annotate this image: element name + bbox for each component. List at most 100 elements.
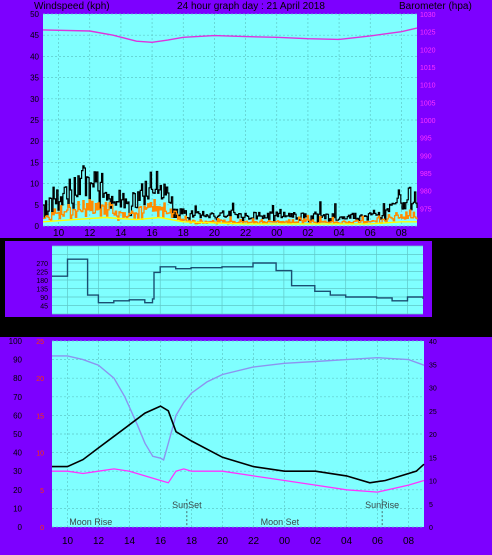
time-tick-label: 18 <box>178 228 190 239</box>
humidity-tick-label: 40 <box>13 449 22 458</box>
event-label: SunSet <box>172 500 202 510</box>
humidity-tick-label: 10 <box>13 504 22 513</box>
barometer-tick-label: 1010 <box>420 83 436 90</box>
wind-grid <box>43 13 417 227</box>
humidity-tick-label: 50 <box>13 430 22 439</box>
windspeed-tick-label: 0 <box>35 222 40 231</box>
windspeed-tick-label: 30 <box>30 95 39 104</box>
barometer-tick-label: 1000 <box>420 118 436 125</box>
time-tick-label: 22 <box>240 228 252 239</box>
compass-letter: N <box>436 303 444 315</box>
temperature-tick-label: 5 <box>429 502 433 509</box>
direction-tick-label: 45 <box>40 304 48 311</box>
windspeed-tick-label: 50 <box>30 10 39 19</box>
gust-series <box>43 165 418 223</box>
temperature-tick-label: 30 <box>429 386 437 393</box>
temperature-series <box>52 355 425 493</box>
temperature-tick-label: 25 <box>429 409 437 416</box>
windspeed-axis: 0 5 10 15 20 25 30 35 40 45 50 <box>30 10 39 231</box>
time-tick-label: 18 <box>186 536 198 547</box>
barometer-tick-label: 1020 <box>420 47 436 54</box>
page-title: 24 hour graph day : 21 April 2018 <box>177 1 325 12</box>
temperature-tick-label: 20 <box>429 432 437 439</box>
event-label: Moon Rise <box>69 517 112 527</box>
direction-tick-label: 135 <box>36 287 48 294</box>
windspeed-tick-label: 15 <box>30 158 39 167</box>
time-tick-label: 14 <box>115 228 127 239</box>
temperature-tick-label: 35 <box>429 362 437 369</box>
humidity-tick-label: 60 <box>13 411 22 420</box>
temperature-tick-label: 40 <box>429 339 437 346</box>
direction-tick-label: 270 <box>36 261 48 268</box>
rainfall-tick-label: 15 <box>36 413 44 420</box>
rainfall-axis: 0 5 10 15 20 25 <box>36 339 44 532</box>
average-wind-series <box>42 216 417 225</box>
compass-letter: E <box>436 287 443 299</box>
barometer-tick-label: 990 <box>420 153 432 160</box>
temperature-series <box>52 405 425 484</box>
left-axis-title: Windspeed (kph) <box>34 1 110 12</box>
rainfall-tick-label: 10 <box>36 451 44 458</box>
temperature-grid <box>52 340 424 528</box>
time-tick-label: 10 <box>62 536 74 547</box>
event-label: SunRise <box>365 500 399 510</box>
compass-letter: N <box>436 239 444 251</box>
time-tick-label: 22 <box>248 536 260 547</box>
wind-series <box>42 27 418 225</box>
rainfall-tick-label: 25 <box>36 339 44 346</box>
barometer-tick-label: 1030 <box>420 12 436 19</box>
humidity-tick-label: 30 <box>13 467 22 476</box>
rainfall-tick-label: 20 <box>36 376 44 383</box>
sun-moon-events: Moon Rise SunSet Moon Set SunRise <box>69 499 399 527</box>
time-tick-label: 20 <box>209 228 221 239</box>
wind-series <box>43 199 418 225</box>
windspeed-tick-label: 25 <box>30 116 39 125</box>
direction-series <box>52 258 424 304</box>
barometer-tick-label: 1015 <box>420 65 436 72</box>
time-tick-label: 16 <box>147 228 159 239</box>
time-tick-label: 16 <box>155 536 167 547</box>
dew-point-series <box>52 468 425 493</box>
humidity-series <box>52 355 425 462</box>
direction-series <box>52 258 424 304</box>
temperature-axis: 0 5 10 15 20 25 30 35 40 <box>429 339 437 532</box>
windspeed-tick-label: 5 <box>35 201 40 210</box>
humidity-tick-label: 80 <box>13 374 22 383</box>
time-tick-label: 06 <box>365 228 377 239</box>
compass-letter: W <box>436 255 447 267</box>
time-tick-label: 02 <box>302 228 314 239</box>
humidity-tick-label: 90 <box>13 356 22 365</box>
temperature-tick-label: 0 <box>429 525 433 532</box>
barometer-tick-label: 1025 <box>420 30 436 37</box>
bottom-right-labels: Temperature (°C)Dew Point (°C) <box>312 323 455 334</box>
rainfall-tick-label: 0 <box>40 525 44 532</box>
wind-time-axis: 10 12 14 16 18 20 22 00 02 04 06 08 <box>53 228 407 239</box>
event-label: Moon Set <box>261 517 300 527</box>
barometer-tick-label: 1005 <box>420 100 436 107</box>
barometer-tick-label: 975 <box>420 206 432 213</box>
time-tick-label: 10 <box>53 228 65 239</box>
direction-tick-label: 180 <box>36 278 48 285</box>
time-tick-label: 06 <box>372 536 384 547</box>
time-tick-label: 20 <box>217 536 229 547</box>
time-tick-label: 02 <box>310 536 322 547</box>
windspeed-tick-label: 35 <box>30 74 39 83</box>
temperature-time-axis: 10 12 14 16 18 20 22 00 02 04 06 08 <box>62 536 415 547</box>
time-tick-label: 12 <box>93 536 105 547</box>
time-tick-label: 08 <box>403 536 415 547</box>
time-tick-label: 00 <box>279 536 291 547</box>
time-tick-label: 04 <box>334 228 346 239</box>
humidity-tick-label: 0 <box>18 523 23 532</box>
barometer-tick-label: 985 <box>420 171 432 178</box>
temperature-tick-label: 15 <box>429 455 437 462</box>
direction-tick-label: 90 <box>40 295 48 302</box>
barometer-tick-label: 980 <box>420 189 432 196</box>
barometer-tick-label: 995 <box>420 136 432 143</box>
right-axis-title: Barometer (hpa) <box>399 1 472 12</box>
windspeed-tick-label: 20 <box>30 137 39 146</box>
wind-plot-area <box>43 14 417 226</box>
time-tick-label: 04 <box>341 536 353 547</box>
